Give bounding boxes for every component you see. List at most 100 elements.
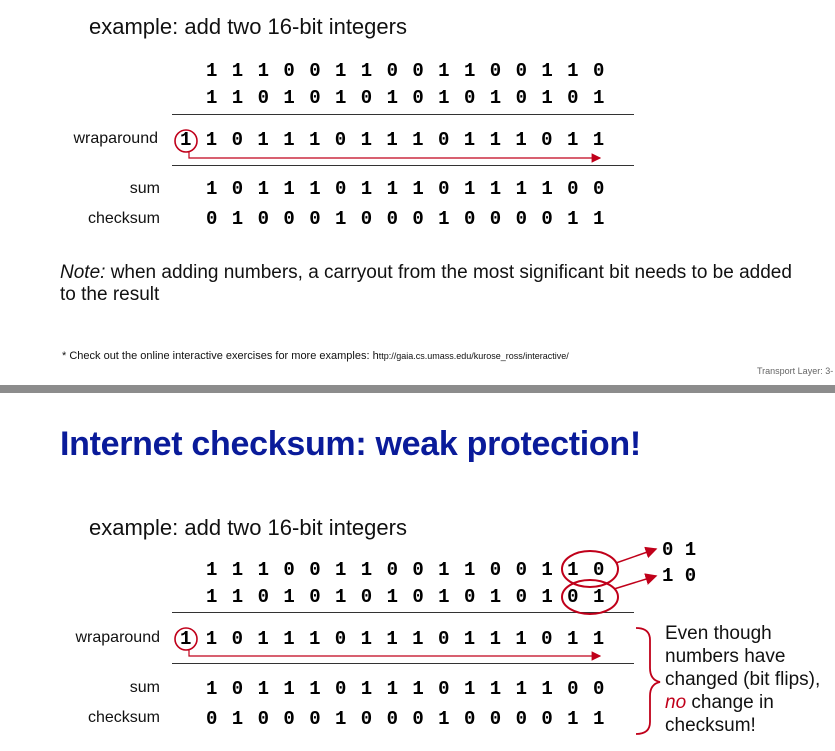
flip-ellipse-1 bbox=[561, 550, 619, 588]
bit: 1 bbox=[360, 60, 373, 82]
bit: 0 bbox=[567, 178, 579, 200]
wraparound-label-2: wraparound bbox=[75, 629, 161, 646]
bit: 1 bbox=[360, 678, 373, 700]
side-text-no: no bbox=[665, 692, 687, 713]
bit: 1 bbox=[257, 559, 269, 581]
footnote-text: * Check out the online interactive exerc… bbox=[62, 350, 379, 362]
example-heading-2: example: add two 16-bit integers bbox=[89, 515, 407, 540]
bit: 0 bbox=[257, 586, 269, 608]
bit: 0 bbox=[283, 208, 295, 230]
bit: 1 bbox=[283, 678, 295, 700]
bit: 0 bbox=[463, 708, 476, 730]
bit: 1 bbox=[489, 87, 502, 109]
right-brace bbox=[635, 627, 661, 735]
bit: 0 bbox=[412, 87, 424, 109]
footer-label: Transport Layer: 3- bbox=[757, 366, 834, 376]
flip-arrow-1 bbox=[615, 546, 658, 564]
flip-ellipse-2 bbox=[561, 579, 619, 615]
bit: 0 bbox=[489, 559, 502, 581]
bit: 1 bbox=[283, 628, 295, 650]
bit: 0 bbox=[567, 87, 579, 109]
bit: 0 bbox=[386, 559, 398, 581]
bit: 1 bbox=[334, 60, 347, 82]
bit: 0 bbox=[541, 628, 553, 650]
bit: 0 bbox=[386, 60, 398, 82]
bit: 1 bbox=[438, 87, 450, 109]
bit: 0 bbox=[309, 60, 321, 82]
sum-label: sum bbox=[129, 180, 160, 197]
bit: 1 bbox=[231, 87, 244, 109]
bit: 1 bbox=[334, 586, 347, 608]
bit: 0 bbox=[515, 60, 527, 82]
bit: 1 bbox=[515, 678, 527, 700]
bit: 0 bbox=[541, 129, 553, 151]
bit: 0 bbox=[515, 87, 527, 109]
bit: 1 bbox=[567, 559, 579, 581]
bit: 0 bbox=[309, 708, 321, 730]
carry-circle-2 bbox=[174, 627, 198, 651]
bit: 0 bbox=[515, 559, 527, 581]
bit: 1 bbox=[360, 559, 373, 581]
bit: 1 bbox=[283, 586, 295, 608]
bit: 1 bbox=[206, 178, 218, 200]
bit: 1 bbox=[231, 586, 244, 608]
bit: 1 bbox=[386, 129, 398, 151]
bit: 1 bbox=[438, 586, 450, 608]
wraparound-arrow-2 bbox=[188, 650, 602, 661]
bit: 0 bbox=[334, 628, 347, 650]
bit: 1 bbox=[257, 678, 269, 700]
bit: 1 bbox=[541, 678, 553, 700]
bit: 0 bbox=[463, 87, 476, 109]
bit: 0 bbox=[541, 708, 553, 730]
bit: 1 bbox=[463, 678, 476, 700]
bit: 1 bbox=[592, 87, 605, 109]
footnote-url[interactable]: ttp://gaia.cs.umass.edu/kurose_ross/inte… bbox=[378, 351, 569, 361]
sum-line bbox=[172, 114, 634, 115]
bit: 1 bbox=[566, 129, 579, 151]
bit: 0 bbox=[386, 708, 398, 730]
bit: 1 bbox=[231, 60, 244, 82]
bit: 0 bbox=[412, 208, 424, 230]
bit: 0 bbox=[334, 129, 347, 151]
bit: 0 bbox=[592, 678, 605, 700]
bit: 0 bbox=[231, 178, 244, 200]
slide-bottom: Internet checksum: weak protection! exam… bbox=[0, 393, 835, 751]
bit: 1 bbox=[489, 678, 502, 700]
bit: 1 bbox=[205, 628, 218, 650]
wraparound-line bbox=[172, 165, 634, 166]
page-title: Internet checksum: weak protection! bbox=[60, 425, 641, 463]
bit: 1 bbox=[515, 129, 527, 151]
bit: 1 bbox=[438, 559, 450, 581]
bit: 1 bbox=[360, 178, 373, 200]
bit: 0 bbox=[309, 586, 321, 608]
bit: 0 bbox=[334, 178, 347, 200]
note-lead: Note: bbox=[60, 262, 106, 283]
bit: 0 bbox=[360, 586, 373, 608]
bit: 1 bbox=[592, 129, 605, 151]
bit: 0 bbox=[463, 586, 476, 608]
bit: 1 bbox=[412, 628, 424, 650]
bit: 0 bbox=[438, 178, 450, 200]
bit: 1 bbox=[206, 87, 218, 109]
wraparound-arrow bbox=[188, 152, 602, 163]
bit: 1 bbox=[515, 628, 527, 650]
bit: 1 bbox=[541, 178, 553, 200]
bit: 1 bbox=[334, 708, 347, 730]
bit: 1 bbox=[309, 678, 321, 700]
bit: 0 bbox=[463, 208, 476, 230]
bit: 1 bbox=[541, 87, 553, 109]
bit: 1 bbox=[206, 586, 218, 608]
bit: 0 bbox=[283, 708, 295, 730]
bit: 1 bbox=[257, 178, 269, 200]
bit: 1 bbox=[438, 60, 450, 82]
bit: 0 bbox=[360, 708, 373, 730]
bit: 1 bbox=[386, 178, 398, 200]
bit: 1 bbox=[463, 559, 476, 581]
bit: 0 bbox=[231, 678, 244, 700]
bit: 0 bbox=[489, 208, 502, 230]
bit: 0 bbox=[309, 87, 321, 109]
